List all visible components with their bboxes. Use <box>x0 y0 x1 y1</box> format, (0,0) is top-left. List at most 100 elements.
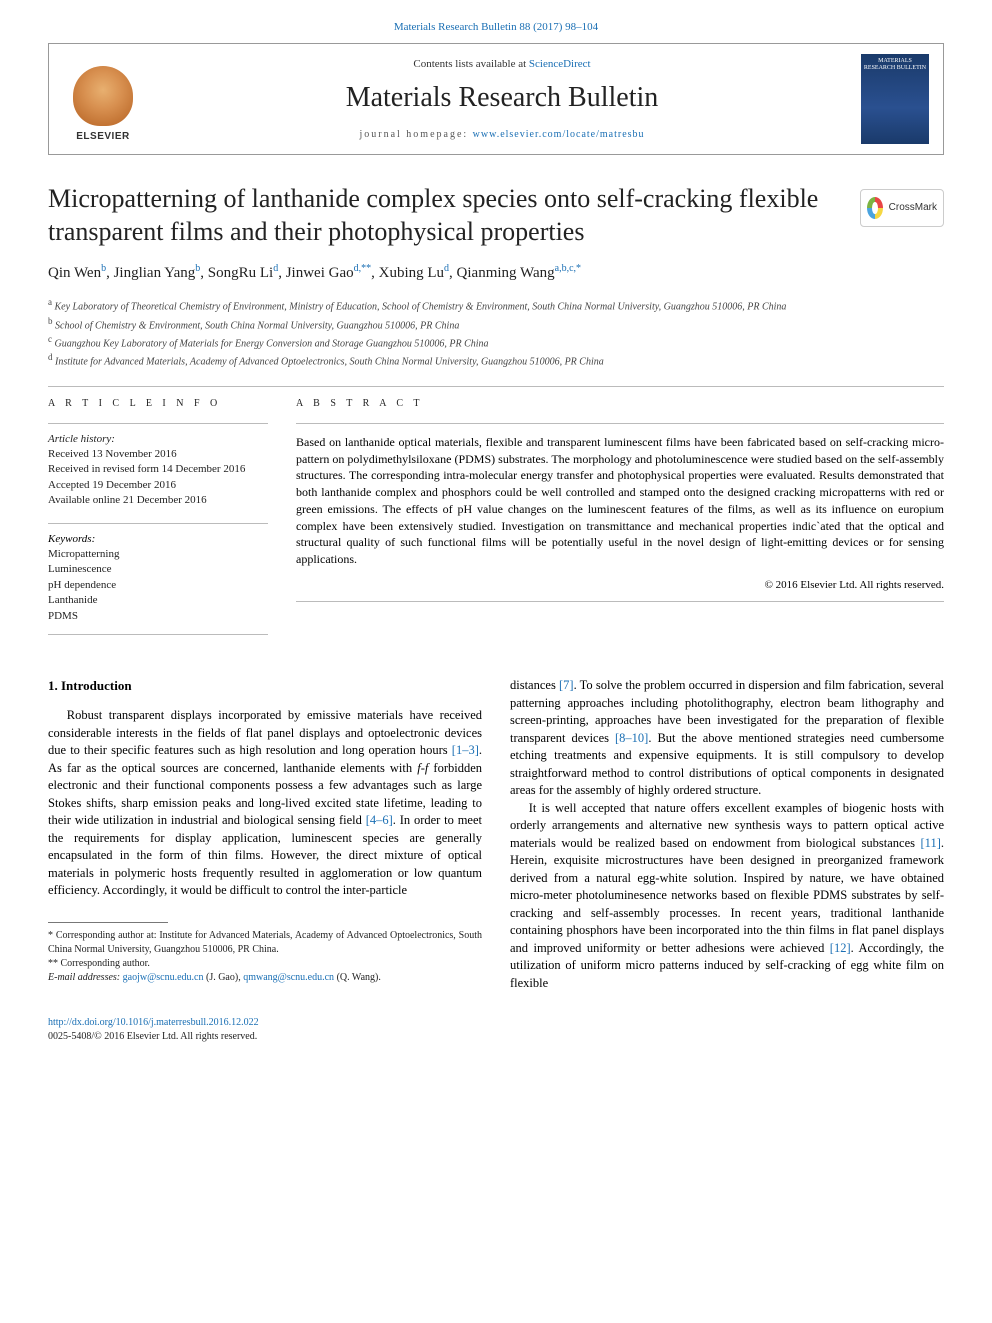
footnote-emails: E-mail addresses: gaojw@scnu.edu.cn (J. … <box>48 971 482 985</box>
affiliation: b School of Chemistry & Environment, Sou… <box>48 315 944 333</box>
keyword: Micropatterning <box>48 547 268 562</box>
cover-title: MATERIALS RESEARCH BULLETIN <box>863 58 927 71</box>
crossmark-badge[interactable]: CrossMark <box>860 189 944 227</box>
article-info-block: A R T I C L E I N F O Article history: R… <box>48 397 268 624</box>
affiliations: a Key Laboratory of Theoretical Chemistr… <box>48 296 944 369</box>
journal-cover-thumb: MATERIALS RESEARCH BULLETIN <box>861 54 929 144</box>
history-line: Received in revised form 14 December 201… <box>48 462 268 477</box>
aff-sup: d <box>48 352 53 362</box>
sciencedirect-link[interactable]: ScienceDirect <box>529 58 591 70</box>
text-run: . Herein, exquisite microstructures have… <box>510 836 944 955</box>
keyword: pH dependence <box>48 578 268 593</box>
aff-text: Institute for Advanced Materials, Academ… <box>55 357 604 368</box>
divider <box>296 423 944 424</box>
author-sym: ** <box>361 263 371 274</box>
author-list: Qin Wenb, Jinglian Yangb, SongRu Lid, Ji… <box>48 262 944 284</box>
history-label: Article history: <box>48 432 268 447</box>
author: Xubing Lud <box>379 265 449 281</box>
footnotes: * Corresponding author at: Institute for… <box>48 929 482 985</box>
contents-prefix: Contents lists available at <box>413 58 528 70</box>
email-label: E-mail addresses: <box>48 972 120 983</box>
ref-link[interactable]: [1–3] <box>452 743 479 757</box>
author-name: Jinwei Gao <box>286 265 354 281</box>
aff-text: Guangzhou Key Laboratory of Materials fo… <box>55 338 489 349</box>
section-heading: 1. Introduction <box>48 677 482 695</box>
text-run: Robust transparent displays incorporated… <box>48 708 482 757</box>
history-line: Received 13 November 2016 <box>48 447 268 462</box>
homepage-line: journal homepage: www.elsevier.com/locat… <box>143 128 861 142</box>
author: Jinglian Yangb <box>114 265 201 281</box>
homepage-link[interactable]: www.elsevier.com/locate/matresbu <box>473 129 645 140</box>
column-left: 1. Introduction Robust transparent displ… <box>48 677 482 992</box>
aff-text: School of Chemistry & Environment, South… <box>55 320 459 331</box>
abstract-copyright: © 2016 Elsevier Ltd. All rights reserved… <box>296 578 944 593</box>
body-columns: 1. Introduction Robust transparent displ… <box>48 677 944 992</box>
citation-line: Materials Research Bulletin 88 (2017) 98… <box>48 20 944 35</box>
email-link[interactable]: qmwang@scnu.edu.cn <box>243 972 334 983</box>
author-name: Jinglian Yang <box>114 265 196 281</box>
paragraph: Robust transparent displays incorporated… <box>48 707 482 900</box>
ref-link[interactable]: [8–10] <box>615 731 648 745</box>
author-sup: b <box>101 263 106 274</box>
divider <box>48 634 268 635</box>
journal-name: Materials Research Bulletin <box>143 78 861 117</box>
article-info-heading: A R T I C L E I N F O <box>48 397 268 411</box>
journal-masthead: ELSEVIER Contents lists available at Sci… <box>48 43 944 155</box>
keyword: Lanthanide <box>48 593 268 608</box>
elsevier-tree-icon <box>73 66 133 126</box>
divider <box>48 386 944 387</box>
author-sym: * <box>576 263 581 274</box>
email-who: (J. Gao), <box>203 972 243 983</box>
author: Jinwei Gaod,** <box>286 265 371 281</box>
history-line: Accepted 19 December 2016 <box>48 478 268 493</box>
author-sup: b <box>195 263 200 274</box>
affiliation: d Institute for Advanced Materials, Acad… <box>48 351 944 369</box>
keyword: Luminescence <box>48 562 268 577</box>
issn-copyright: 0025-5408/© 2016 Elsevier Ltd. All right… <box>48 1030 944 1044</box>
footnote: * Corresponding author at: Institute for… <box>48 929 482 957</box>
doi-link[interactable]: http://dx.doi.org/10.1016/j.materresbull… <box>48 1017 259 1028</box>
email-link[interactable]: gaojw@scnu.edu.cn <box>123 972 204 983</box>
author-name: Qianming Wang <box>457 265 555 281</box>
author-name: SongRu Li <box>208 265 273 281</box>
author-name: Qin Wen <box>48 265 101 281</box>
keywords-label: Keywords: <box>48 532 268 547</box>
divider <box>48 523 268 524</box>
contents-line: Contents lists available at ScienceDirec… <box>143 57 861 72</box>
text-run: It is well accepted that nature offers e… <box>510 801 944 850</box>
text-italic: f-f <box>417 761 428 775</box>
affiliation: c Guangzhou Key Laboratory of Materials … <box>48 333 944 351</box>
paragraph: It is well accepted that nature offers e… <box>510 800 944 993</box>
email-who: (Q. Wang). <box>334 972 381 983</box>
abstract-text: Based on lanthanide optical materials, f… <box>296 434 944 568</box>
footnote-separator <box>48 922 168 923</box>
abstract-heading: A B S T R A C T <box>296 397 944 411</box>
affiliation: a Key Laboratory of Theoretical Chemistr… <box>48 296 944 314</box>
divider <box>296 601 944 602</box>
author-sup: a,b,c, <box>555 263 576 274</box>
bottom-bar: http://dx.doi.org/10.1016/j.materresbull… <box>48 1016 944 1044</box>
aff-text: Key Laboratory of Theoretical Chemistry … <box>55 302 787 313</box>
aff-sup: b <box>48 316 53 326</box>
author-name: Xubing Lu <box>379 265 444 281</box>
elsevier-logo: ELSEVIER <box>63 54 143 144</box>
footnote: ** Corresponding author. <box>48 957 482 971</box>
author-sup: d <box>273 263 278 274</box>
divider <box>48 423 268 424</box>
aff-sup: a <box>48 297 52 307</box>
author: SongRu Lid <box>208 265 278 281</box>
elsevier-label: ELSEVIER <box>76 130 129 144</box>
author: Qin Wenb <box>48 265 106 281</box>
keyword: PDMS <box>48 609 268 624</box>
ref-link[interactable]: [4–6] <box>366 813 393 827</box>
ref-link[interactable]: [12] <box>830 941 851 955</box>
history-line: Available online 21 December 2016 <box>48 493 268 508</box>
ref-link[interactable]: [7] <box>559 678 574 692</box>
column-right: distances [7]. To solve the problem occu… <box>510 677 944 992</box>
article-title: Micropatterning of lanthanide complex sp… <box>48 183 944 248</box>
author-sup: d, <box>354 263 362 274</box>
text-run: distances <box>510 678 559 692</box>
author: Qianming Wanga,b,c,* <box>457 265 581 281</box>
ref-link[interactable]: [11] <box>921 836 941 850</box>
crossmark-icon <box>867 197 883 219</box>
